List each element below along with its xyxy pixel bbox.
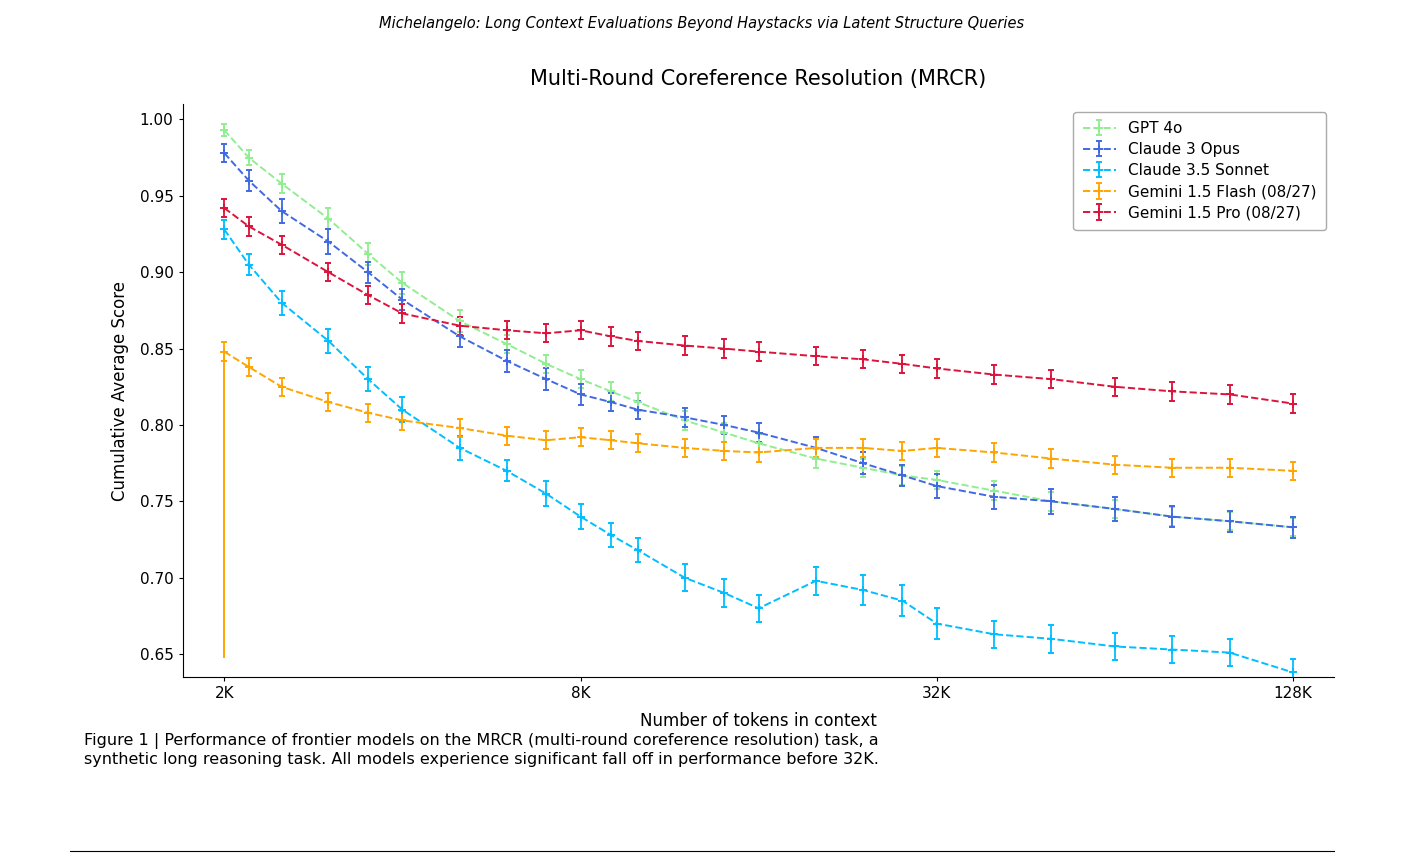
Y-axis label: Cumulative Average Score: Cumulative Average Score — [111, 280, 129, 501]
Legend: GPT 4o, Claude 3 Opus, Claude 3.5 Sonnet, Gemini 1.5 Flash (08/27), Gemini 1.5 P: GPT 4o, Claude 3 Opus, Claude 3.5 Sonnet… — [1074, 112, 1327, 229]
Title: Multi-Round Coreference Resolution (MRCR): Multi-Round Coreference Resolution (MRCR… — [531, 69, 986, 89]
Text: Figure 1 | Performance of frontier models on the MRCR (multi-round coreference r: Figure 1 | Performance of frontier model… — [84, 733, 879, 766]
X-axis label: Number of tokens in context: Number of tokens in context — [640, 712, 876, 730]
Text: Michelangelo: Long Context Evaluations Beyond Haystacks via Latent Structure Que: Michelangelo: Long Context Evaluations B… — [379, 16, 1025, 31]
